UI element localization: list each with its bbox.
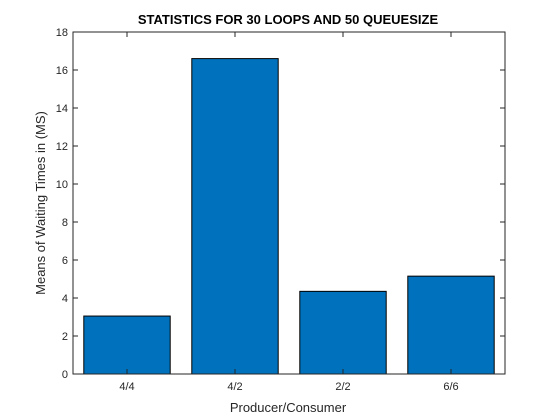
y-tick-label-3: 6 bbox=[62, 255, 68, 267]
x-tick-label-3: 6/6 bbox=[443, 381, 458, 393]
bar-3 bbox=[407, 275, 495, 375]
y-tick-label-7: 14 bbox=[56, 103, 68, 115]
plot-area: 0 2 4 6 8 10 12 14 16 18 4/4 4/2 2/2 6/6 bbox=[56, 27, 506, 393]
y-tick-label-8: 16 bbox=[56, 65, 68, 77]
bar-2 bbox=[299, 290, 387, 375]
y-tick-label-2: 4 bbox=[62, 293, 68, 305]
y-tick-label-0: 0 bbox=[62, 369, 68, 381]
y-tick-label-9: 18 bbox=[56, 27, 68, 39]
x-tick-label-2: 2/2 bbox=[335, 381, 350, 393]
bar-0 bbox=[83, 315, 171, 375]
bar-1 bbox=[191, 58, 279, 375]
chart-title: STATISTICS FOR 30 LOOPS AND 50 QUEUESIZE bbox=[138, 12, 439, 27]
y-tick-label-4: 8 bbox=[62, 217, 68, 229]
y-tick-label-6: 12 bbox=[56, 141, 68, 153]
axes-box bbox=[72, 31, 506, 375]
y-axis-title: Means of Waiting Times in (MS) bbox=[33, 111, 48, 295]
x-axis-title: Producer/Consumer bbox=[230, 400, 347, 415]
x-tick-label-1: 4/2 bbox=[227, 381, 242, 393]
y-tick-label-5: 10 bbox=[56, 179, 68, 191]
y-tick-label-1: 2 bbox=[62, 331, 68, 343]
x-tick-label-0: 4/4 bbox=[119, 381, 134, 393]
